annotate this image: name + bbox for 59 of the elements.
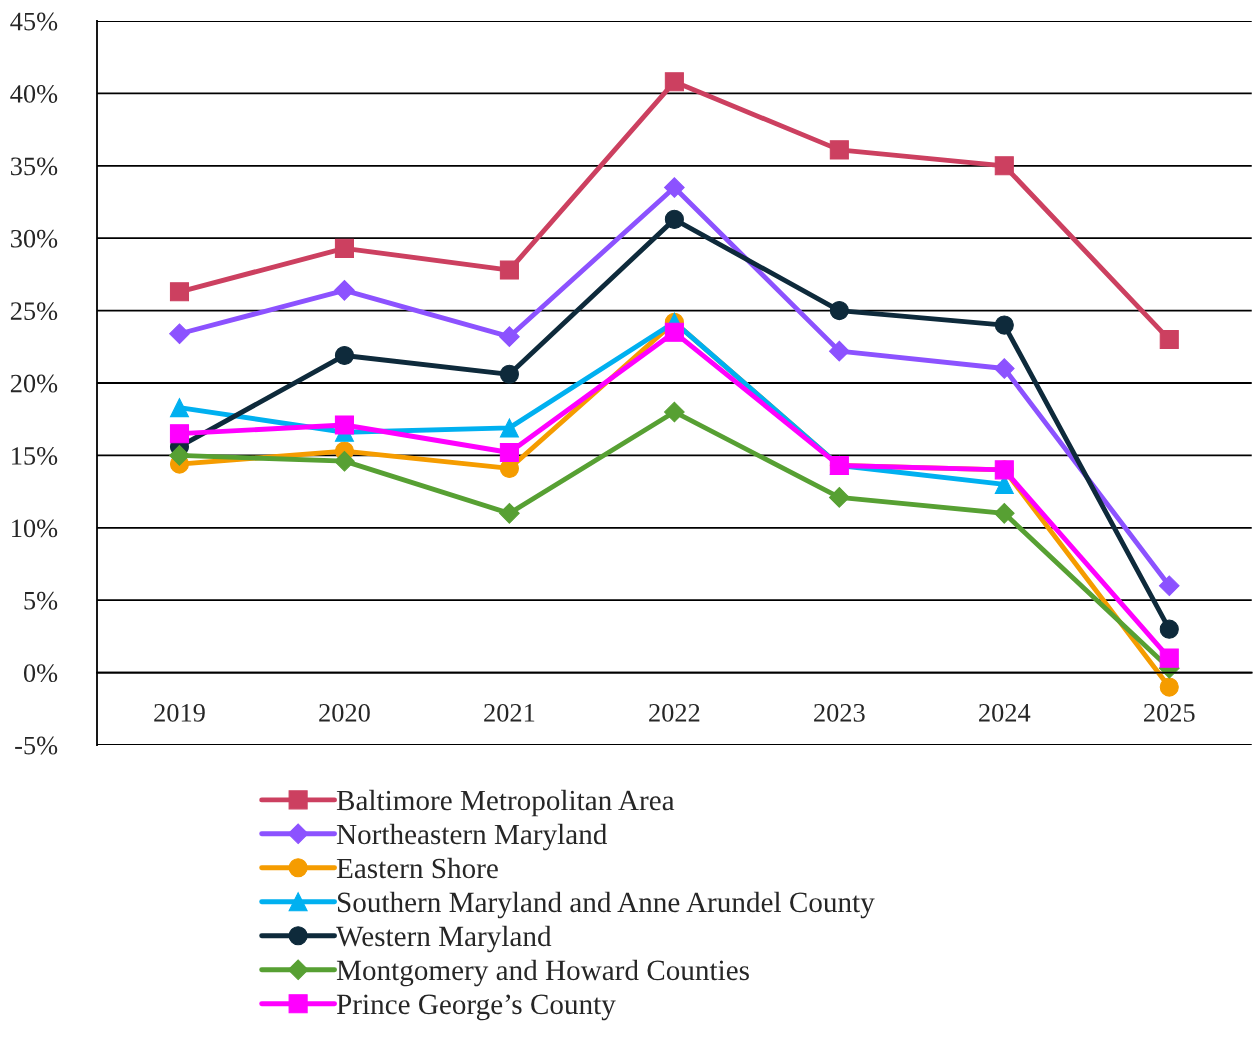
point (334, 450, 355, 472)
point (499, 260, 519, 280)
point (993, 358, 1015, 379)
point (169, 323, 190, 345)
point (1158, 575, 1180, 597)
point (664, 401, 685, 423)
point (829, 301, 849, 321)
point (499, 502, 520, 524)
point (664, 322, 684, 342)
point (829, 340, 850, 362)
legend-label: Southern Maryland and Anne Arundel County (337, 891, 875, 919)
x-tick-label: 2021 (484, 703, 535, 722)
point (499, 326, 520, 347)
point (829, 487, 850, 508)
point (169, 398, 190, 418)
point (169, 445, 190, 466)
legend-label: Baltimore Metropolitan Area (336, 789, 675, 817)
y-tick-label: 15% (12, 447, 58, 465)
x-tick-label: 2022 (649, 703, 700, 722)
point (169, 424, 190, 444)
y-tick-label: 10% (12, 519, 58, 538)
point (994, 315, 1014, 335)
x-tick-label: 2024 (979, 703, 1031, 722)
point (664, 72, 684, 92)
x-tick-label: 2019 (154, 703, 205, 722)
y-tick-label: 45% (10, 12, 58, 31)
point (334, 415, 354, 435)
point (1159, 619, 1179, 639)
point (334, 345, 354, 366)
legend-label: Prince George’s County (336, 994, 616, 1021)
legend-label: Eastern Shore (336, 857, 498, 879)
x-tick-label: 2020 (319, 703, 370, 722)
point (994, 156, 1014, 176)
y-tick-label: 35% (11, 157, 58, 176)
point (993, 502, 1015, 524)
y-tick-label: 30% (11, 229, 58, 248)
y-tick-label: 40% (10, 85, 58, 103)
y-tick-label: 0% (23, 664, 58, 683)
x-tick-label: 2025 (1144, 703, 1195, 722)
point (334, 238, 354, 258)
point (1159, 330, 1179, 350)
point (499, 418, 519, 438)
point (169, 282, 190, 302)
point (829, 140, 849, 160)
legend-label: Montgomery and Howard Counties (336, 959, 749, 987)
x-tick-label: 2023 (814, 703, 865, 722)
point (1159, 677, 1179, 697)
legend-label: Western Maryland (336, 925, 552, 953)
point (664, 209, 684, 229)
point (499, 442, 519, 463)
y-tick-label: 20% (10, 374, 58, 393)
y-tick-label: 5% (24, 591, 58, 610)
point (334, 279, 355, 301)
y-tick-label: -5% (15, 736, 58, 755)
legend-label: Northeastern Maryland (336, 823, 607, 851)
y-tick-label: 25% (10, 302, 58, 321)
point (1159, 648, 1179, 668)
point (664, 177, 685, 198)
point (499, 364, 519, 384)
